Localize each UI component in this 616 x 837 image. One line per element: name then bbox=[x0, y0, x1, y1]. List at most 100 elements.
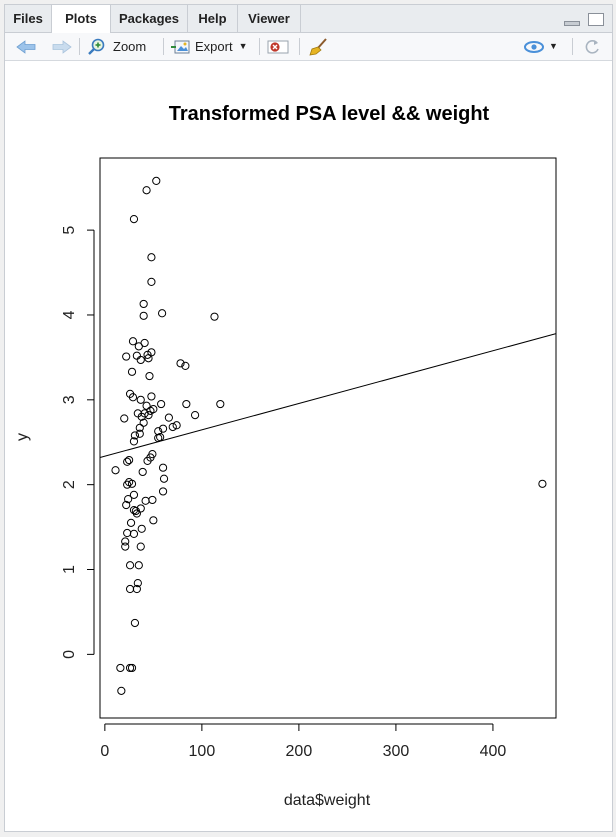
data-point bbox=[158, 424, 168, 433]
data-point bbox=[123, 528, 132, 538]
export-label: Export bbox=[195, 39, 233, 54]
plot-area: Transformed PSA level && weight data$wei… bbox=[5, 61, 612, 831]
data-point bbox=[158, 463, 168, 472]
data-point bbox=[216, 399, 225, 409]
x-tick-label: 200 bbox=[286, 743, 313, 760]
tab-viewer[interactable]: Viewer bbox=[238, 5, 301, 32]
clear-all-button[interactable] bbox=[309, 33, 329, 60]
x-axis: 0 100 200 300 400 bbox=[100, 723, 507, 760]
scatter-chart: Transformed PSA level && weight data$wei… bbox=[14, 103, 557, 809]
toolbar-separator bbox=[299, 38, 300, 55]
data-point bbox=[156, 433, 165, 442]
toolbar-separator bbox=[259, 38, 260, 55]
data-point bbox=[182, 399, 191, 409]
export-icon bbox=[171, 40, 190, 53]
y-tick-label: 1 bbox=[61, 565, 78, 574]
data-point bbox=[139, 418, 148, 427]
zoom-label: Zoom bbox=[113, 39, 147, 54]
data-point bbox=[138, 467, 147, 477]
export-button[interactable]: Export ▼ bbox=[171, 33, 248, 60]
data-point bbox=[123, 457, 132, 466]
arrow-right-icon bbox=[52, 39, 72, 54]
toolbar-separator bbox=[79, 38, 80, 55]
data-point bbox=[111, 466, 120, 475]
x-tick-label: 400 bbox=[480, 743, 507, 760]
y-tick-label: 0 bbox=[61, 650, 78, 659]
chart-title: Transformed PSA level && weight bbox=[169, 103, 490, 125]
tab-files[interactable]: Files bbox=[5, 5, 52, 32]
data-point bbox=[127, 367, 137, 376]
data-point bbox=[132, 584, 141, 594]
publish-button[interactable]: ▼ bbox=[523, 33, 558, 60]
data-point bbox=[149, 516, 158, 525]
data-point bbox=[129, 214, 139, 224]
y-tick-label: 3 bbox=[61, 395, 78, 404]
data-point bbox=[168, 422, 177, 432]
data-point bbox=[159, 474, 169, 483]
data-point bbox=[141, 496, 150, 505]
data-point bbox=[125, 455, 134, 465]
data-point bbox=[149, 405, 158, 414]
data-point bbox=[124, 494, 133, 504]
data-point bbox=[148, 450, 157, 459]
data-point bbox=[125, 584, 135, 594]
remove-plot-button[interactable] bbox=[267, 33, 289, 60]
data-point bbox=[134, 561, 143, 570]
data-point bbox=[210, 312, 219, 321]
data-point bbox=[116, 663, 125, 673]
maximize-icon[interactable] bbox=[588, 13, 604, 26]
tab-plots[interactable]: Plots bbox=[52, 5, 111, 33]
zoom-button[interactable]: Zoom bbox=[87, 33, 146, 60]
data-point bbox=[121, 537, 130, 546]
tab-packages[interactable]: Packages bbox=[111, 5, 188, 32]
data-point bbox=[127, 663, 137, 673]
data-point bbox=[181, 361, 190, 370]
data-point bbox=[147, 277, 156, 286]
data-point bbox=[130, 618, 140, 628]
back-button[interactable] bbox=[15, 33, 37, 60]
minimize-icon[interactable] bbox=[563, 21, 580, 26]
regression-line-group bbox=[99, 333, 557, 458]
forward-button[interactable] bbox=[51, 33, 73, 60]
data-point bbox=[121, 542, 130, 551]
remove-icon bbox=[267, 40, 289, 53]
data-point bbox=[140, 338, 149, 348]
data-point bbox=[158, 487, 168, 496]
data-point bbox=[129, 437, 139, 446]
data-point bbox=[123, 480, 132, 489]
data-point bbox=[139, 311, 148, 320]
tab-help[interactable]: Help bbox=[188, 5, 238, 32]
data-point bbox=[157, 399, 166, 409]
data-point bbox=[172, 421, 181, 430]
y-axis-label: y bbox=[14, 433, 31, 441]
data-point bbox=[142, 401, 151, 410]
data-point bbox=[133, 578, 142, 588]
y-tick-label: 2 bbox=[61, 480, 78, 489]
data-point bbox=[122, 500, 131, 510]
zoom-icon bbox=[88, 38, 105, 55]
data-points bbox=[111, 176, 547, 695]
pane-tabbar: Files Plots Packages Help Viewer bbox=[5, 5, 612, 33]
data-point bbox=[144, 410, 153, 420]
data-point bbox=[147, 392, 156, 401]
data-point bbox=[135, 429, 144, 438]
data-point bbox=[157, 309, 167, 318]
refresh-button[interactable] bbox=[583, 33, 601, 60]
plots-pane: Files Plots Packages Help Viewer bbox=[4, 4, 613, 832]
data-point bbox=[128, 393, 138, 402]
data-point bbox=[135, 423, 144, 432]
data-point bbox=[142, 186, 151, 195]
data-point bbox=[126, 518, 136, 527]
data-point bbox=[127, 479, 137, 488]
x-tick-label: 100 bbox=[189, 743, 216, 760]
data-point bbox=[117, 686, 126, 695]
plots-toolbar: Zoom Export ▼ bbox=[5, 33, 612, 61]
data-point bbox=[176, 359, 185, 368]
data-point bbox=[122, 352, 131, 361]
data-point bbox=[120, 414, 129, 423]
x-tick-label: 300 bbox=[383, 743, 410, 760]
data-point bbox=[152, 176, 161, 186]
publish-icon bbox=[524, 40, 544, 53]
data-point bbox=[129, 490, 139, 499]
data-point bbox=[136, 395, 145, 404]
